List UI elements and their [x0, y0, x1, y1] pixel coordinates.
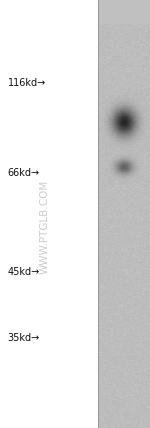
- Text: 116kd→: 116kd→: [8, 78, 46, 89]
- Text: 66kd→: 66kd→: [8, 168, 40, 178]
- Text: 35kd→: 35kd→: [8, 333, 40, 343]
- Bar: [98, 0, 150, 24]
- Text: WWW.PTGLB.COM: WWW.PTGLB.COM: [39, 180, 49, 274]
- Text: 45kd→: 45kd→: [8, 267, 40, 277]
- Bar: [0, 0, 98, 428]
